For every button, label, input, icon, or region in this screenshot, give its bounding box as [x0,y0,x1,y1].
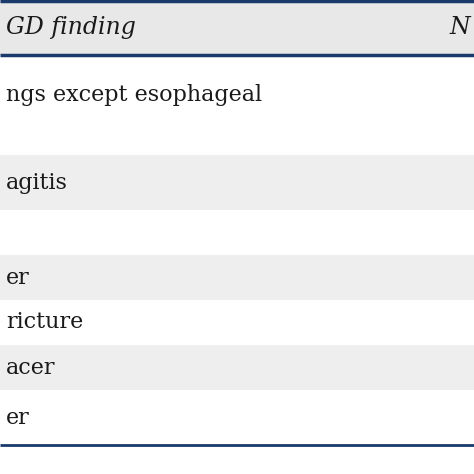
Bar [0,155,474,210]
Bar [0,135,474,155]
Bar [0,345,474,390]
Bar [0,55,474,135]
Text: GD finding: GD finding [6,16,136,39]
Text: acer: acer [6,356,55,379]
Bar [0,210,474,255]
Text: er: er [6,407,30,428]
Text: ricture: ricture [6,311,83,334]
Bar [0,390,474,445]
Bar [0,255,474,300]
Bar [0,0,474,55]
Text: er: er [6,266,30,289]
Text: N: N [449,16,470,39]
Bar [0,300,474,345]
Text: ngs except esophageal: ngs except esophageal [6,84,262,106]
Text: agitis: agitis [6,172,68,193]
